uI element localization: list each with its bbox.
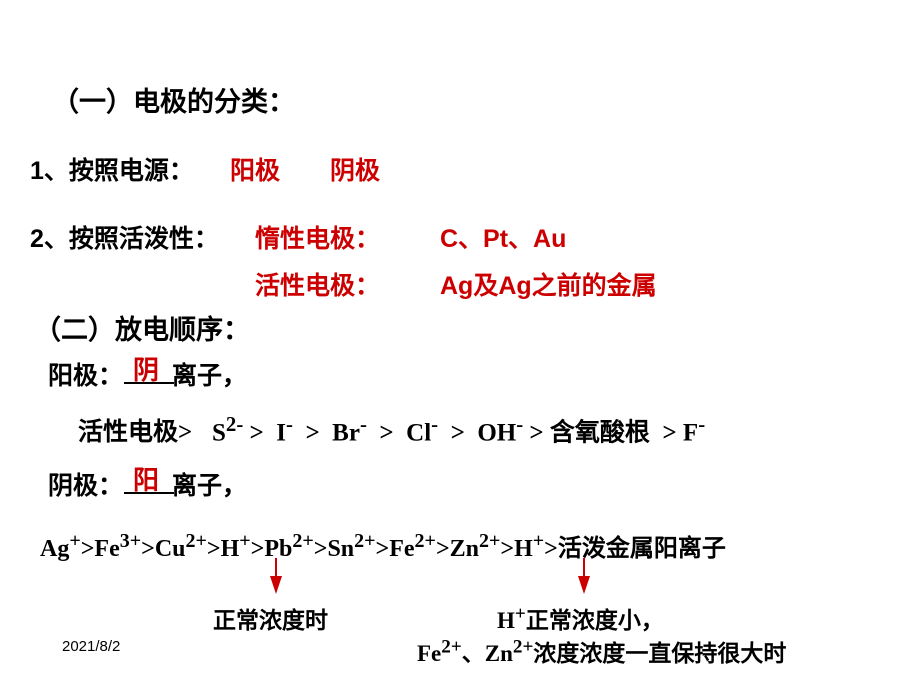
note2-line1: H+正常浓度小， bbox=[497, 601, 664, 635]
cathode-suffix: 离子， bbox=[172, 466, 247, 502]
arrow1-stem bbox=[275, 558, 277, 578]
slide: （一）电极的分类： 1、按照电源： 阳极 阴极 2、按照活泼性： 惰性电极： C… bbox=[0, 0, 920, 690]
item1-ans2: 阴极 bbox=[330, 151, 380, 187]
slide-date: 2021/8/2 bbox=[62, 638, 120, 655]
item1-label: 1、按照电源： bbox=[30, 151, 194, 187]
arrow1-head bbox=[270, 576, 282, 594]
note2-line2: Fe2+、Zn2+浓度浓度一直保持很大时 bbox=[417, 634, 786, 668]
arrow2-head bbox=[578, 576, 590, 594]
inert-examples: C、Pt、Au bbox=[440, 219, 566, 255]
anode-suffix: 离子， bbox=[172, 356, 247, 392]
item2-label: 2、按照活泼性： bbox=[30, 219, 219, 255]
anode-prefix: 阳极： bbox=[48, 356, 123, 392]
arrow2-stem bbox=[583, 558, 585, 578]
anode-blank-underline bbox=[124, 382, 174, 384]
heading-1: （一）电极的分类： bbox=[52, 80, 295, 119]
cathode-prefix: 阴极： bbox=[48, 466, 123, 502]
active-label: 活性电极： bbox=[255, 266, 380, 302]
anode-sequence: S2- > I- > Br- > Cl- > OH- > 含氧酸根 > F- bbox=[212, 412, 705, 448]
active-examples: Ag及Ag之前的金属 bbox=[440, 266, 657, 302]
inert-label: 惰性电极： bbox=[255, 219, 380, 255]
anode-seq-prefix: 活性电极> bbox=[78, 412, 192, 448]
cathode-sequence: Ag+>Fe3+>Cu2+>H+>Pb2+>Sn2+>Fe2+>Zn2+>H+>… bbox=[40, 528, 726, 563]
item1-ans1: 阳极 bbox=[230, 151, 280, 187]
heading-2: （二）放电顺序： bbox=[34, 308, 250, 347]
cathode-blank-underline bbox=[124, 492, 174, 494]
note1: 正常浓度时 bbox=[213, 601, 328, 635]
